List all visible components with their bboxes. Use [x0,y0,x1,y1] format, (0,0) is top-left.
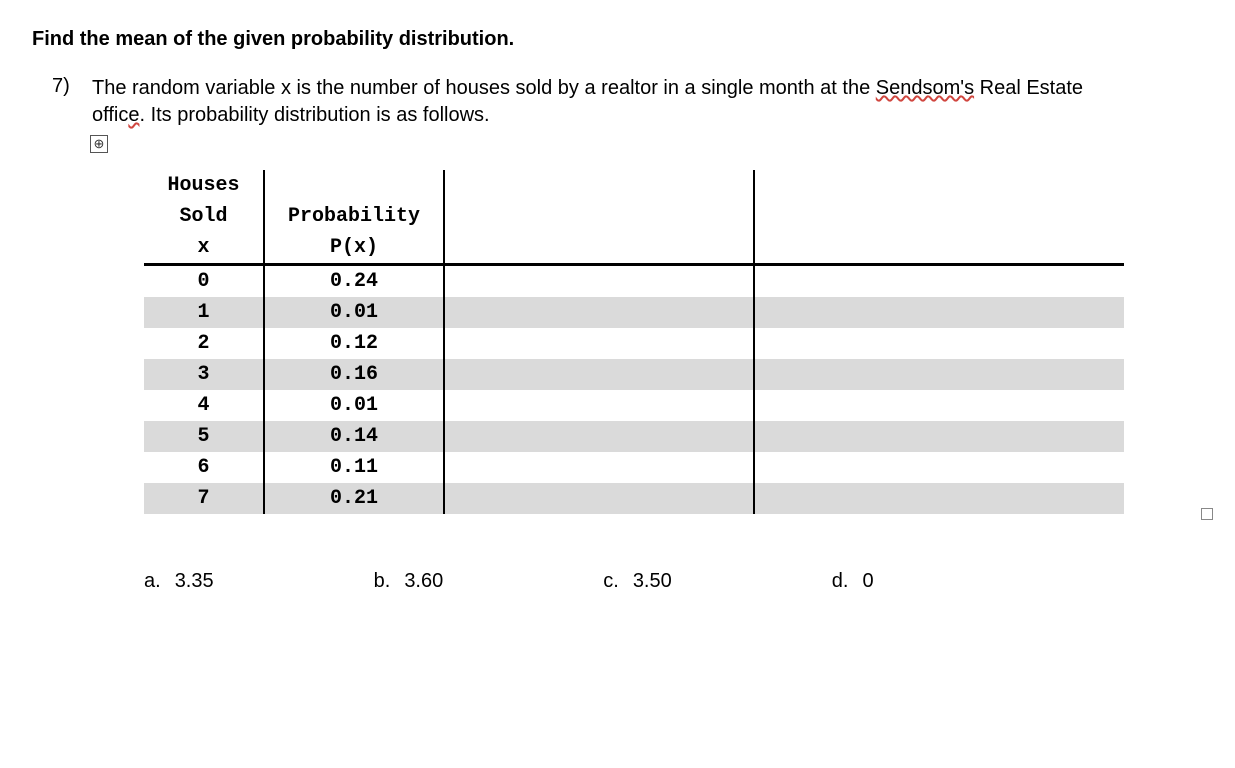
cell-empty [444,390,754,421]
table-row: 40.01 [144,390,1124,421]
distribution-table: Houses Sold Probability x P(x) [144,170,1124,514]
cell-empty [444,483,754,514]
th-col4-blank2 [754,201,1124,232]
anchor-icon: ⊕ [90,135,108,153]
cell-px: 0.24 [264,265,444,298]
section-heading: Find the mean of the given probability d… [32,28,1203,51]
qtext-part2: Real Estate [974,77,1083,99]
answer-choice[interactable]: b. 3.60 [374,570,444,593]
table-row: 60.11 [144,452,1124,483]
choice-letter: b. [374,570,391,593]
cell-px: 0.12 [264,328,444,359]
question-block: 7) The random variable x is the number o… [52,75,1203,156]
spellcheck-word: Sendsom's [876,77,974,99]
th-col3-blank [444,170,754,201]
table-row: 50.14 [144,421,1124,452]
question-number: 7) [52,75,78,98]
cell-empty [444,421,754,452]
choice-letter: a. [144,570,161,593]
cell-empty [754,421,1124,452]
cell-empty [754,483,1124,514]
th-sub-px: P(x) [264,232,444,265]
cell-px: 0.01 [264,297,444,328]
cell-x: 5 [144,421,264,452]
resize-handle-icon[interactable] [1201,508,1213,520]
cell-x: 6 [144,452,264,483]
page: Find the mean of the given probability d… [0,0,1235,768]
question-text: The random variable x is the number of h… [92,75,1083,156]
table-row: 30.16 [144,359,1124,390]
cell-x: 4 [144,390,264,421]
cell-empty [444,328,754,359]
th-col2-line2: Probability [264,201,444,232]
cell-empty [444,297,754,328]
qtext-line2-w1: offic [92,104,128,126]
table-row: 70.21 [144,483,1124,514]
cell-empty [754,452,1124,483]
choice-value: 3.60 [404,570,443,593]
th-col1-line1: Houses [144,170,264,201]
cell-empty [754,359,1124,390]
cell-px: 0.11 [264,452,444,483]
choice-value: 3.50 [633,570,672,593]
cell-empty [444,359,754,390]
distribution-tbody: 00.2410.0120.1230.1640.0150.1460.1170.21 [144,265,1124,515]
cell-empty [754,265,1124,298]
cell-x: 1 [144,297,264,328]
table-row: 10.01 [144,297,1124,328]
cell-px: 0.21 [264,483,444,514]
choice-value: 0 [862,570,873,593]
cell-x: 3 [144,359,264,390]
cell-empty [444,265,754,298]
answer-choice[interactable]: a. 3.35 [144,570,214,593]
cell-x: 2 [144,328,264,359]
distribution-table-wrap: Houses Sold Probability x P(x) [144,170,1203,514]
th-sub-blank2 [754,232,1124,265]
th-col1-line2: Sold [144,201,264,232]
choice-value: 3.35 [175,570,214,593]
cell-empty [754,328,1124,359]
answer-choice[interactable]: d. 0 [832,570,874,593]
cell-x: 0 [144,265,264,298]
table-row: 20.12 [144,328,1124,359]
cell-px: 0.14 [264,421,444,452]
cell-empty [754,390,1124,421]
th-col3-blank2 [444,201,754,232]
answer-choice[interactable]: c. 3.50 [603,570,672,593]
th-sub-blank1 [444,232,754,265]
table-row: 00.24 [144,265,1124,298]
qtext-line2-rest: . Its probability distribution is as fol… [139,104,489,126]
cell-px: 0.01 [264,390,444,421]
cell-x: 7 [144,483,264,514]
cell-px: 0.16 [264,359,444,390]
qtext-part1: The random variable x is the number of h… [92,77,876,99]
spellcheck-tail: e [128,104,139,126]
cell-empty [444,452,754,483]
choice-letter: d. [832,570,849,593]
choice-letter: c. [603,570,619,593]
answer-choices: a. 3.35 b. 3.60 c. 3.50 d. 0 [144,570,1203,593]
th-sub-x: x [144,232,264,265]
th-col4-blank [754,170,1124,201]
cell-empty [754,297,1124,328]
th-col2-line1 [264,170,444,201]
